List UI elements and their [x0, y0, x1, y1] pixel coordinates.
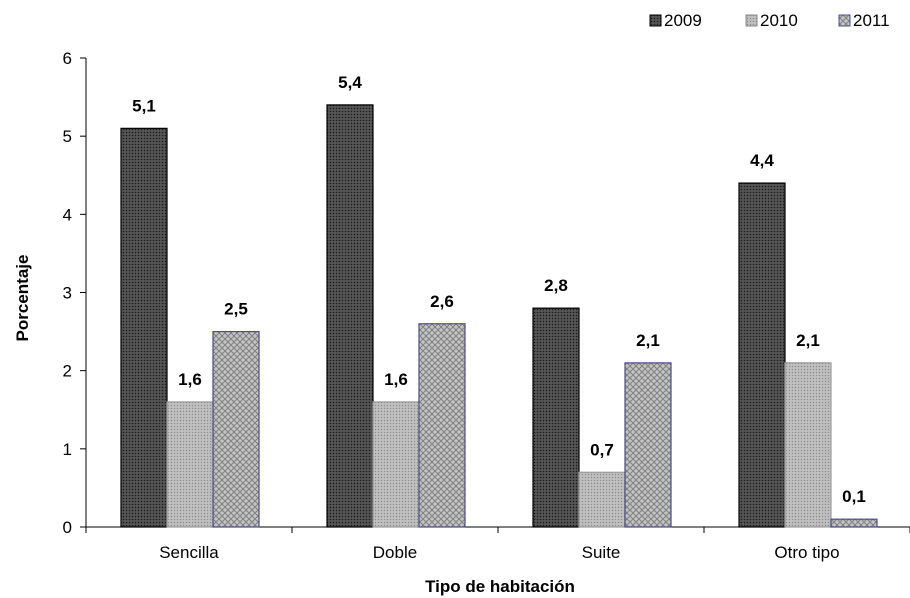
legend-item-2010: 2010 — [745, 11, 798, 30]
x-tick-label: Suite — [582, 543, 621, 562]
y-tick-label: 4 — [63, 205, 72, 224]
data-label: 0,7 — [590, 440, 614, 459]
bar-2011-suite — [624, 362, 672, 528]
bar-2009-otro-tipo — [738, 182, 786, 528]
legend: 2009 2010 2011 — [649, 11, 890, 30]
legend-item-2009: 2009 — [649, 11, 702, 30]
bar-2011-otro-tipo — [830, 518, 878, 528]
data-label: 2,8 — [544, 276, 568, 295]
data-label: 2,5 — [224, 300, 248, 319]
x-tick-label: Otro tipo — [774, 543, 839, 562]
bar-2010-otro-tipo — [784, 362, 832, 528]
data-label: 0,1 — [842, 487, 866, 506]
bar-2010-doble — [372, 401, 420, 528]
x-ticks — [85, 527, 910, 533]
legend-label: 2011 — [853, 11, 890, 30]
y-tick-label: 2 — [63, 362, 72, 381]
legend-label: 2009 — [664, 11, 702, 30]
y-tick-label: 0 — [63, 518, 72, 537]
data-label: 1,6 — [178, 370, 202, 389]
data-label: 2,1 — [796, 331, 820, 350]
data-labels: 5,1 5,4 2,8 4,4 1,6 1,6 0,7 2,1 2,5 2,6 2,1 0,1 — [132, 73, 866, 506]
y-tick-label: 1 — [63, 440, 72, 459]
legend-item-2011: 2011 — [838, 11, 890, 30]
y-ticks: 0 1 2 3 4 5 6 — [63, 49, 86, 537]
bar-2009-sencilla — [120, 127, 168, 528]
x-tick-label: Doble — [373, 543, 417, 562]
y-tick-label: 3 — [63, 284, 72, 303]
bars — [120, 104, 878, 528]
bar-2009-suite — [532, 307, 580, 528]
x-tick-label: Sencilla — [159, 543, 219, 562]
data-label: 2,1 — [636, 331, 660, 350]
category-labels: Sencilla Doble Suite Otro tipo — [159, 543, 839, 562]
bar-2011-doble — [418, 323, 466, 528]
bar-2010-sencilla — [166, 401, 214, 528]
data-label: 1,6 — [384, 370, 408, 389]
x-axis-title: Tipo de habitación — [425, 577, 575, 596]
y-tick-label: 6 — [63, 49, 72, 68]
bar-2011-sencilla — [212, 330, 260, 528]
y-axis-title: Porcentaje — [13, 255, 32, 342]
data-label: 2,6 — [430, 292, 454, 311]
legend-label: 2010 — [760, 11, 798, 30]
y-tick-label: 5 — [63, 127, 72, 146]
data-label: 4,4 — [750, 151, 774, 170]
bar-2009-doble — [326, 104, 374, 528]
data-label: 5,1 — [132, 96, 156, 115]
bar-2010-suite — [578, 471, 626, 528]
data-label: 5,4 — [338, 73, 362, 92]
